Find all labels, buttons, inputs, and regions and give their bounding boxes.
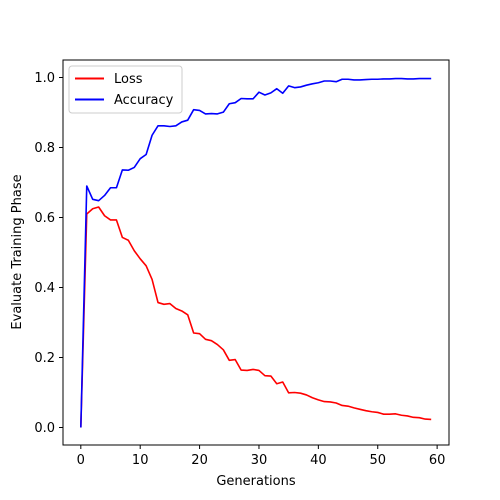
y-axis: 0.0 0.2 0.4 0.6 0.8 1.0 [34,71,63,436]
x-tick-label: 10 [132,453,149,468]
series-lines [80,77,432,428]
y-tick-label: 1.0 [34,71,55,86]
y-tick-label: 0.8 [34,141,55,156]
x-tick-label: 60 [429,453,446,468]
y-tick-label: 0.4 [34,281,55,296]
x-tick-label: 20 [191,453,208,468]
axes-frame [62,59,450,446]
x-tick-label: 30 [251,453,268,468]
x-axis-title: Generations [216,474,296,489]
y-tick-label: 0.6 [34,211,55,226]
x-tick-label: 40 [310,453,327,468]
series-line-loss [80,206,432,428]
series-line-accuracy [80,77,432,428]
x-tick-label: 50 [369,453,386,468]
legend-label-loss: Loss [114,72,143,87]
x-axis: 0 10 20 30 40 50 60 [77,445,446,468]
y-tick-label: 0.0 [34,421,55,436]
y-axis-title: Evaluate Training Phase [10,174,25,329]
x-tick-label: 0 [77,453,85,468]
legend-label-accuracy: Accuracy [114,93,174,108]
legend: Loss Accuracy [68,65,183,114]
y-tick-label: 0.2 [34,351,55,366]
plot-area [62,59,450,446]
